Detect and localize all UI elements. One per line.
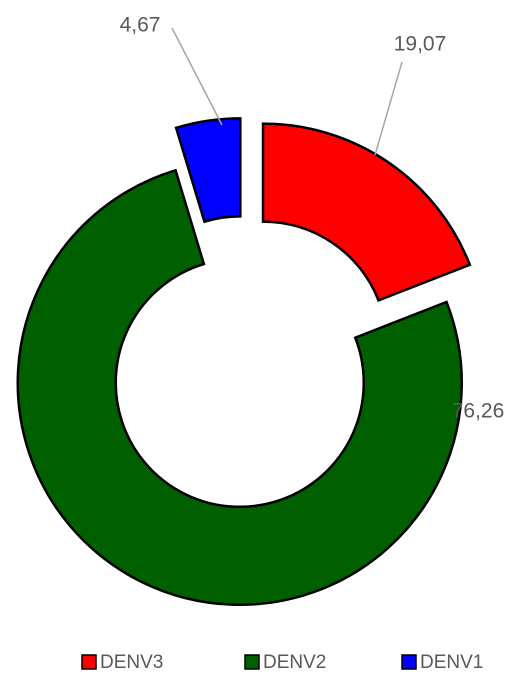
leader-line	[171, 27, 223, 126]
donut-segment	[16, 168, 463, 607]
legend-label: DENV1	[420, 652, 483, 673]
legend-swatch	[244, 654, 260, 670]
data-label: 4,67	[120, 14, 161, 37]
legend-label: DENV3	[100, 652, 163, 673]
legend-swatch	[401, 654, 417, 670]
legend-label: DENV2	[263, 652, 326, 673]
legend-swatch	[81, 654, 97, 670]
data-label: 76,26	[452, 400, 505, 423]
data-label: 19,07	[394, 33, 447, 56]
donut-segment	[261, 122, 472, 303]
leader-line	[374, 61, 403, 156]
donut-segment	[174, 117, 242, 224]
